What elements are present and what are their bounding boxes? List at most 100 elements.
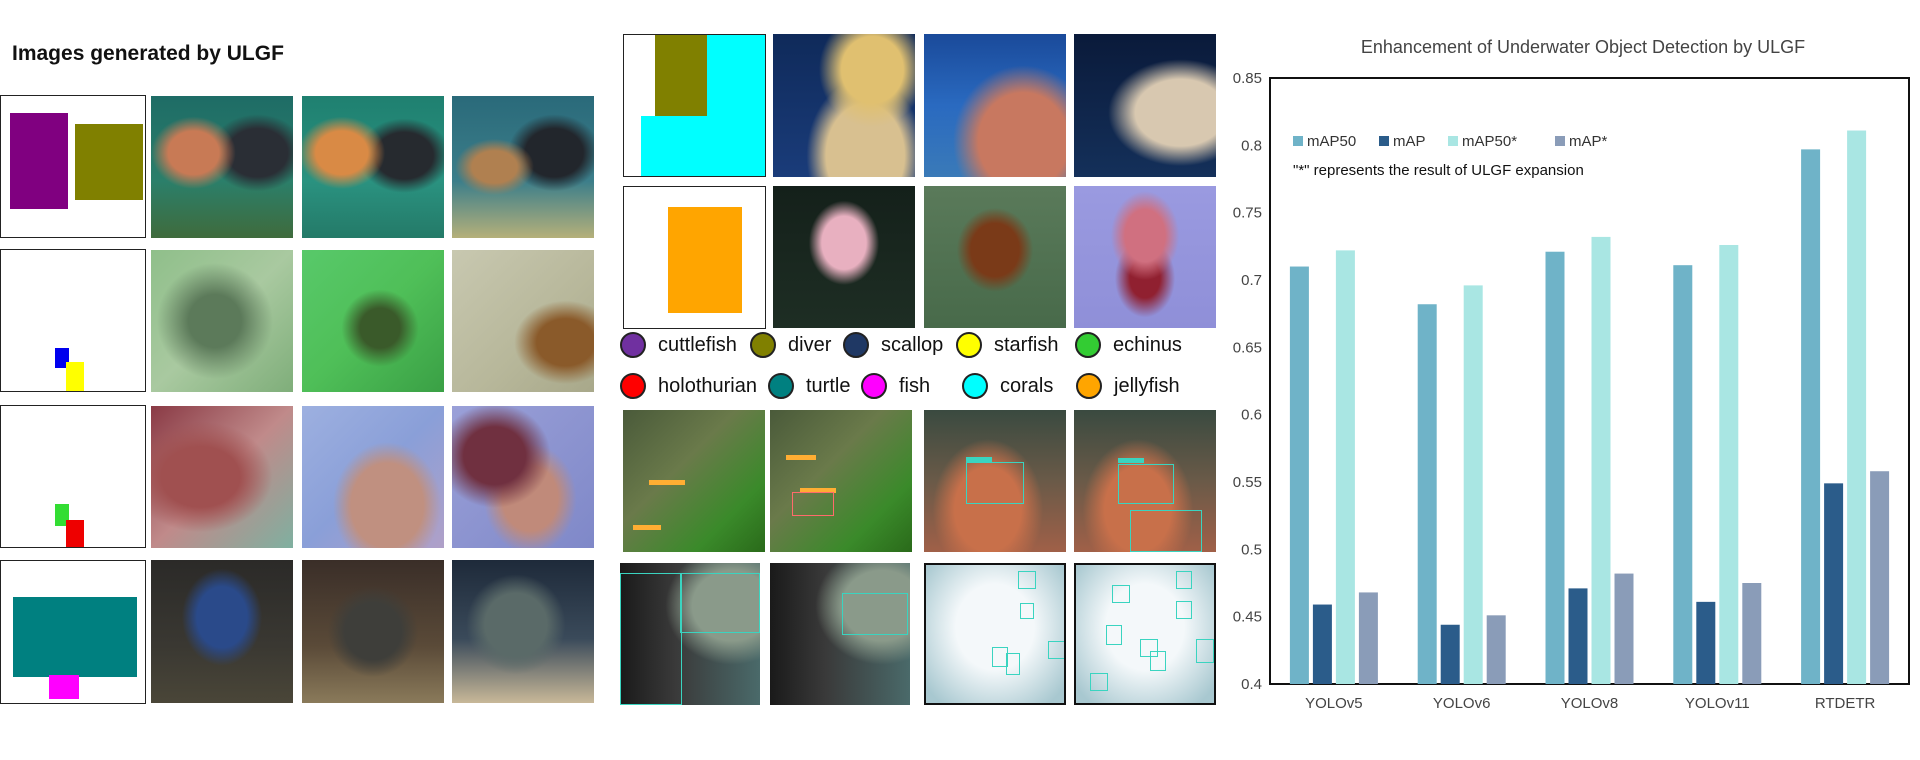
diver-mask-2 [655,35,707,116]
generated-image-scallop-3 [452,250,594,392]
generated-image-echinus-1 [151,406,293,548]
detection-label [1118,458,1144,463]
bar-series [1289,130,1890,684]
detection-box [1106,625,1122,645]
detection-box [1176,571,1192,589]
legend-swatch [620,332,646,358]
legend-swatch [861,373,887,399]
legend-item-starfish: starfish [956,332,1058,358]
detection-box [1090,673,1108,691]
bar-mAP50-YOLOv11 [1673,265,1693,684]
y-axis-ticks: 0.4 0.45 0.5 0.55 0.6 0.65 0.7 0.75 0.8 0.85 [1233,70,1262,693]
left-panel-title: Images generated by ULGF [12,42,284,65]
detection-result-4 [1074,410,1216,552]
legend-label: scallop [881,333,944,356]
detection-box [1048,641,1064,659]
bar-mAP-star-YOLOv8 [1614,573,1634,684]
bar-mAP-star-YOLOv11 [1742,583,1762,684]
detection-result-3 [924,410,1066,552]
detection-box [1112,585,1130,603]
legend-item-cuttlefish: cuttlefish [620,332,737,358]
diver-mask [75,124,143,200]
legend-item-diver: diver [750,332,831,358]
series-legend-swatch [1555,136,1565,146]
legend-label: starfish [994,333,1059,356]
detection-box [1020,603,1034,619]
bar-mAP-YOLOv11 [1696,601,1716,684]
series-legend-item: mAP [1379,133,1426,150]
detection-label [633,525,661,530]
bar-mAP50-YOLOv6 [1417,304,1437,684]
chart-note: "*" represents the result of ULGF expans… [1293,162,1584,179]
x-tick-label: YOLOv11 [1685,695,1750,712]
generated-image-cuttlefish-1 [151,96,293,238]
generated-image-scallop-2 [302,250,444,392]
bar-mAP50-star-RTDETR [1847,130,1867,684]
y-tick-label: 0.55 [1233,474,1262,491]
detection-box [792,492,834,516]
x-axis-ticks: YOLOv5 YOLOv6 YOLOv8 YOLOv11 RTDETR [1305,695,1875,712]
series-legend-swatch [1448,136,1458,146]
detection-box [1118,464,1174,504]
starfish-mask [66,362,84,391]
y-tick-label: 0.7 [1241,272,1262,289]
layout-mask-row3 [0,405,146,548]
legend-label: cuttlefish [658,333,737,356]
detection-box [842,593,908,635]
detection-label [786,455,816,460]
legend-label: holothurian [658,374,757,397]
generated-image-jellyfish-1 [773,186,915,328]
y-tick-label: 0.65 [1233,339,1262,356]
legend-item-turtle: turtle [768,373,850,399]
turtle-mask [13,597,137,677]
generated-image-echinus-2 [302,406,444,548]
legend-swatch [620,373,646,399]
detection-box [1150,651,1166,671]
cuttlefish-mask [10,113,68,209]
bar-mAP-YOLOv6 [1440,624,1460,684]
detection-result-5 [620,563,760,705]
detection-box [1018,571,1036,589]
legend-item-scallop: scallop [843,332,943,358]
chart-title: Enhancement of Underwater Object Detecti… [1361,37,1805,57]
detection-result-6 [770,563,910,705]
series-legend-swatch [1293,136,1303,146]
detection-box [680,573,760,633]
legend-swatch [1075,332,1101,358]
generated-image-turtle-1 [151,560,293,703]
y-tick-label: 0.4 [1241,676,1262,693]
detection-result-8 [1074,563,1216,705]
layout-mask-jellyfish [623,186,766,329]
bar-mAP50-star-YOLOv11 [1719,244,1739,684]
echinus-mask [55,504,69,526]
detection-bar-chart: Enhancement of Underwater Object Detecti… [1233,37,1910,712]
legend-item-jellyfish: jellyfish [1076,373,1180,399]
x-tick-label: YOLOv6 [1433,695,1491,712]
bar-mAP50-star-YOLOv8 [1591,236,1611,684]
detection-result-7 [924,563,1066,705]
generated-image-echinus-3 [452,406,594,548]
layout-mask-corals [623,34,766,177]
x-tick-label: RTDETR [1815,695,1876,712]
series-legend-label: mAP50* [1462,133,1517,150]
series-legend: mAP50 mAP mAP50* mAP* [1293,133,1608,150]
legend-label: turtle [806,374,851,397]
detection-box [992,647,1008,667]
generated-image-turtle-3 [452,560,594,703]
bar-mAP50-YOLOv8 [1545,251,1565,684]
x-tick-label: YOLOv5 [1305,695,1363,712]
legend-swatch [962,373,988,399]
x-tick-label: YOLOv8 [1561,695,1619,712]
bar-mAP-star-YOLOv5 [1358,592,1378,684]
legend-label: diver [788,333,832,356]
legend-label: corals [1000,374,1054,397]
bar-mAP50-YOLOv5 [1289,266,1309,684]
generated-image-scallop-1 [151,250,293,392]
detection-result-1 [623,410,765,552]
corals-mask-right [707,35,765,176]
fish-mask [49,675,79,699]
detection-box [966,462,1024,504]
series-legend-label: mAP* [1569,133,1608,150]
bar-mAP-star-YOLOv6 [1486,615,1506,684]
series-legend-item: mAP* [1555,133,1608,150]
